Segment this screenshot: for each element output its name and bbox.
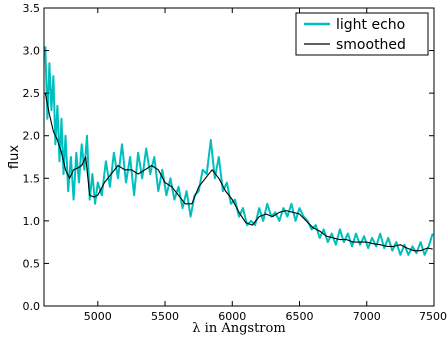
- x-tick-label: 6500: [286, 310, 314, 323]
- x-tick-label: 5000: [84, 310, 112, 323]
- y-tick-label: 1.0: [23, 215, 41, 228]
- x-axis-label: λ in Angstrom: [192, 321, 285, 336]
- x-axis: 5000 5500 6000 6500 7000 7500: [84, 8, 447, 323]
- x-tick-label: 5500: [151, 310, 179, 323]
- series-line-smoothed: [44, 92, 433, 252]
- x-tick-label: 7000: [353, 310, 381, 323]
- y-tick-label: 0.5: [23, 257, 41, 270]
- x-tick-label: 6000: [218, 310, 246, 323]
- y-tick-label: 1.5: [23, 172, 41, 185]
- y-axis: 0.0 0.5 1.0 1.5 2.0 2.5 3.0 3.5: [23, 2, 434, 313]
- y-tick-label: 2.0: [23, 130, 41, 143]
- y-tick-label: 0.0: [23, 300, 41, 313]
- x-tick-label: 7500: [419, 310, 447, 323]
- legend-box: [295, 12, 429, 56]
- legend: light echo smoothed: [295, 12, 429, 56]
- series-layer: [44, 46, 434, 256]
- legend-label: light echo: [336, 17, 405, 33]
- y-tick-label: 3.0: [23, 45, 41, 58]
- y-tick-label: 3.5: [23, 2, 41, 15]
- series-line-light-echo: [44, 46, 434, 256]
- plot-area-frame: [43, 7, 435, 307]
- y-axis-label: flux: [7, 145, 22, 169]
- y-tick-label: 2.5: [23, 87, 41, 100]
- legend-label: smoothed: [336, 37, 406, 53]
